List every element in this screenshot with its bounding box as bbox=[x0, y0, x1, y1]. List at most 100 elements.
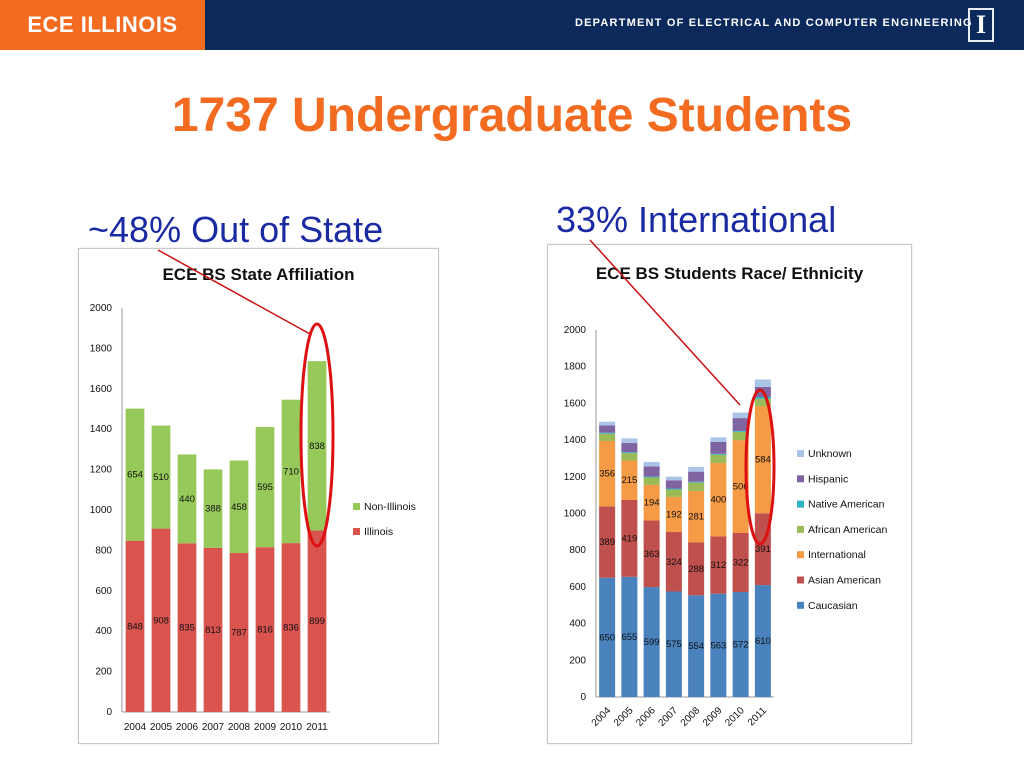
bar-segment bbox=[732, 418, 749, 431]
bar-segment bbox=[665, 591, 682, 697]
bar-segment bbox=[732, 431, 749, 441]
data-label: 908 bbox=[153, 615, 169, 626]
legend-swatch bbox=[797, 601, 804, 609]
y-tick-label: 200 bbox=[569, 655, 586, 666]
bar-segment bbox=[643, 587, 660, 697]
data-label: 400 bbox=[710, 495, 726, 506]
y-tick-label: 1600 bbox=[90, 384, 113, 395]
data-label: 458 bbox=[231, 502, 247, 513]
bar-segment bbox=[599, 425, 616, 433]
bar-segment bbox=[255, 547, 275, 712]
data-label: 836 bbox=[283, 623, 299, 634]
y-tick-label: 400 bbox=[95, 626, 112, 637]
bar-segment bbox=[754, 396, 771, 399]
bar-segment bbox=[665, 480, 682, 489]
bar-segment bbox=[732, 412, 749, 419]
bar-segment bbox=[665, 488, 682, 490]
y-tick-label: 1200 bbox=[90, 465, 113, 476]
bar-segment bbox=[621, 460, 638, 500]
bar-segment bbox=[177, 543, 197, 712]
x-tick-label: 2005 bbox=[612, 705, 636, 729]
y-tick-label: 800 bbox=[95, 545, 112, 556]
y-tick-label: 600 bbox=[95, 586, 112, 597]
data-label: 419 bbox=[621, 533, 637, 544]
data-label: 312 bbox=[710, 560, 726, 571]
x-tick-label: 2010 bbox=[723, 705, 747, 729]
y-tick-label: 1200 bbox=[564, 472, 587, 483]
bar-segment bbox=[599, 433, 616, 442]
y-tick-label: 0 bbox=[580, 692, 586, 703]
bar-segment bbox=[710, 454, 727, 464]
bar-segment bbox=[599, 441, 616, 507]
data-label: 813 bbox=[205, 625, 221, 636]
race-ethnicity-chart: 0 200 400 600 800 1000 1200 1400 1600 1800 2000 650… bbox=[564, 325, 888, 729]
bar-segment bbox=[151, 528, 171, 712]
data-label: 584 bbox=[755, 455, 771, 466]
header-bar: ECE ILLINOIS DEPARTMENT OF ELECTRICAL AN… bbox=[0, 0, 1024, 50]
bar-segment bbox=[710, 441, 727, 454]
bar-segment bbox=[710, 593, 727, 697]
data-label: 575 bbox=[666, 639, 682, 650]
bar-segment bbox=[643, 484, 660, 521]
legend-swatch bbox=[797, 576, 804, 584]
x-tick-label: 2008 bbox=[228, 722, 251, 733]
bar-segment bbox=[754, 379, 771, 387]
data-label: 356 bbox=[599, 469, 615, 480]
y-tick-label: 1400 bbox=[564, 435, 587, 446]
data-label: 710 bbox=[283, 466, 299, 477]
bar-segment bbox=[599, 432, 616, 434]
bar-segment bbox=[203, 547, 223, 712]
data-label: 572 bbox=[733, 640, 749, 651]
legend-label: Asian American bbox=[808, 575, 881, 587]
bar-segment bbox=[732, 532, 749, 593]
bar-segment bbox=[710, 453, 727, 455]
data-label: 835 bbox=[179, 623, 195, 634]
x-tick-label: 2006 bbox=[634, 705, 658, 729]
data-label: 194 bbox=[644, 498, 660, 509]
data-label: 554 bbox=[688, 641, 704, 652]
data-label: 816 bbox=[257, 625, 273, 636]
bar-segment bbox=[688, 471, 705, 482]
state-affiliation-chart-panel: ECE BS State Affiliation 0 200 400 600 800 10… bbox=[78, 248, 439, 744]
data-label: 388 bbox=[205, 504, 221, 515]
bar-segment bbox=[754, 585, 771, 697]
legend-label: Non-Illinois bbox=[364, 501, 416, 513]
x-tick-label: 2004 bbox=[590, 705, 614, 729]
legend-swatch bbox=[797, 450, 804, 457]
legend-label: Native American bbox=[808, 499, 885, 511]
data-label: 655 bbox=[621, 632, 637, 643]
x-tick-label: 2011 bbox=[746, 705, 769, 728]
data-label: 288 bbox=[688, 564, 704, 575]
department-name: DEPARTMENT OF ELECTRICAL AND COMPUTER EN… bbox=[575, 17, 973, 29]
legend-swatch bbox=[797, 475, 804, 483]
bar-segment bbox=[643, 520, 660, 588]
bar-segment bbox=[688, 467, 705, 472]
y-tick-label: 1000 bbox=[90, 505, 113, 516]
bar-segment bbox=[125, 408, 145, 541]
data-label: 899 bbox=[309, 616, 325, 627]
y-tick-label: 800 bbox=[569, 545, 586, 556]
y-tick-label: 1400 bbox=[90, 424, 113, 435]
y-tick-label: 1000 bbox=[564, 509, 587, 520]
data-label: 510 bbox=[153, 472, 169, 483]
data-label: 838 bbox=[309, 441, 325, 452]
legend-swatch bbox=[797, 551, 804, 559]
data-label: 599 bbox=[644, 637, 660, 648]
legend-swatch bbox=[797, 525, 804, 533]
bar-segment bbox=[203, 469, 223, 548]
x-tick-label: 2008 bbox=[679, 705, 703, 729]
legend-label: Hispanic bbox=[808, 473, 848, 485]
bar-segment bbox=[710, 463, 727, 537]
x-tick-label: 2011 bbox=[306, 722, 328, 733]
bar-segment bbox=[665, 496, 682, 533]
bar-segment bbox=[621, 452, 638, 454]
bar-segment bbox=[621, 499, 638, 577]
bar-segment bbox=[643, 477, 660, 485]
x-tick-label: 2006 bbox=[176, 722, 199, 733]
legend-swatch bbox=[797, 500, 804, 508]
out-of-state-caption: ~48% Out of State bbox=[88, 209, 384, 250]
bar-segment bbox=[710, 437, 727, 442]
data-label: 322 bbox=[733, 557, 749, 568]
bar-segment bbox=[754, 398, 771, 407]
legend-label: Illinois bbox=[364, 526, 393, 538]
